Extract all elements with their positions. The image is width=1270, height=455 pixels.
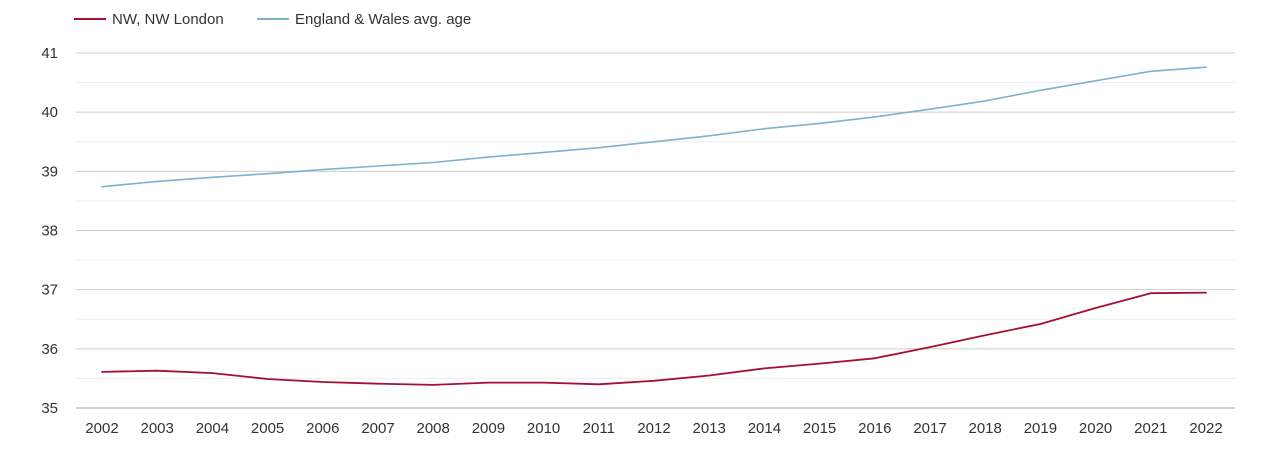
x-tick-label: 2013 (693, 420, 726, 437)
y-tick-label: 37 (41, 282, 58, 299)
x-tick-label: 2019 (1024, 420, 1057, 437)
x-tick-label: 2011 (583, 420, 615, 437)
x-tick-label: 2016 (858, 420, 891, 437)
x-tick-label: 2020 (1079, 420, 1112, 437)
x-tick-label: 2017 (913, 420, 946, 437)
x-tick-label: 2021 (1134, 420, 1167, 437)
legend-item: NW, NW London (74, 11, 224, 28)
grid-layer (76, 52, 1235, 379)
x-tick-label: 2014 (748, 420, 781, 437)
legend-item: England & Wales avg. age (257, 11, 471, 28)
series-line-nw-london (101, 291, 1207, 386)
x-tick-label: 2018 (969, 420, 1002, 437)
y-tick-label: 40 (41, 104, 58, 121)
x-tick-label: 2004 (196, 420, 229, 437)
legend-label: NW, NW London (112, 11, 224, 28)
x-tick-label: 2002 (85, 420, 118, 437)
series-line-england-wales (101, 66, 1207, 188)
x-tick-label: 2008 (417, 420, 450, 437)
y-tick-label: 39 (41, 163, 58, 180)
x-tick-label: 2022 (1189, 420, 1222, 437)
x-tick-label: 2005 (251, 420, 284, 437)
y-tick-label: 35 (41, 400, 58, 417)
x-tick-label: 2012 (637, 420, 670, 437)
x-tick-label: 2003 (141, 420, 174, 437)
y-tick-label: 36 (41, 341, 58, 358)
legend: NW, NW London England & Wales avg. age (74, 11, 471, 28)
x-tick-label: 2009 (472, 420, 505, 437)
x-tick-label: 2010 (527, 420, 560, 437)
series-layer (101, 66, 1207, 386)
x-tick-label: 2015 (803, 420, 836, 437)
x-tick-label: 2007 (361, 420, 394, 437)
y-tick-label: 41 (41, 45, 58, 62)
y-tick-label: 38 (41, 223, 58, 240)
legend-label: England & Wales avg. age (295, 11, 471, 28)
axis-layer: 35 36 37 38 39 40 41 2002 2003 2004 2005 2006 2007 20… (41, 45, 1235, 437)
x-tick-label: 2006 (306, 420, 339, 437)
